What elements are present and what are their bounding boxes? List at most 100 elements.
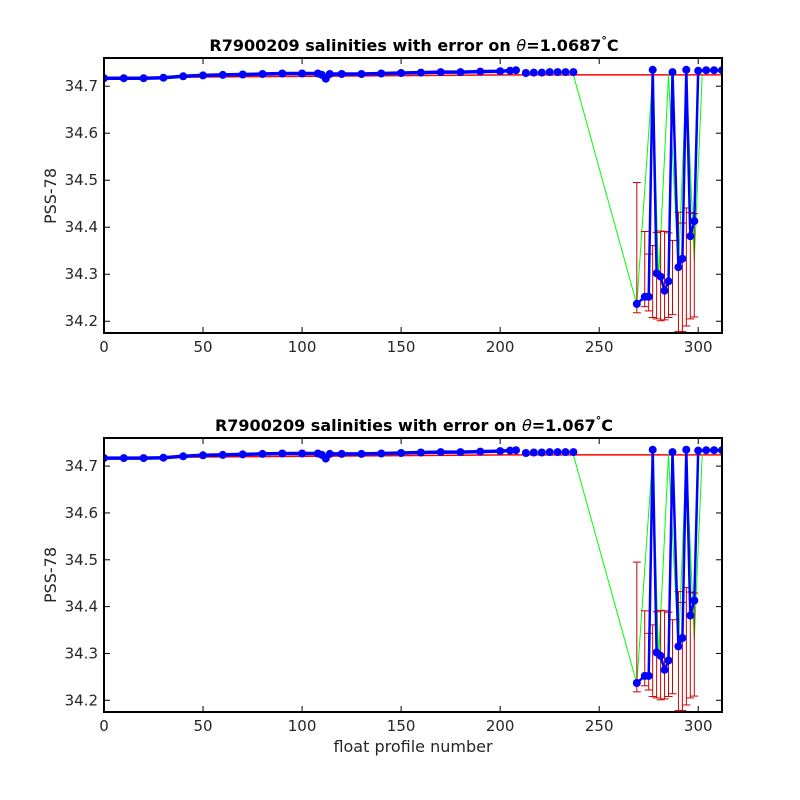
- data-point: [553, 68, 562, 77]
- data-point: [436, 448, 445, 457]
- data-point: [545, 448, 554, 457]
- data-point: [139, 454, 148, 463]
- data-point: [702, 66, 711, 75]
- data-point: [682, 445, 691, 454]
- x-tick-label: 200: [486, 717, 515, 735]
- axes-frame: [103, 57, 723, 334]
- data-point: [416, 448, 425, 457]
- data-point: [686, 611, 695, 620]
- y-tick-label: 34.2: [65, 691, 98, 709]
- reference-level-line: [104, 454, 722, 459]
- data-point: [682, 65, 691, 74]
- y-axis-label: PSS-78: [41, 168, 60, 224]
- x-tick-label: 300: [684, 338, 713, 356]
- data-point: [496, 447, 505, 456]
- data-point: [159, 453, 168, 462]
- data-point: [686, 232, 695, 241]
- y-tick-label: 34.3: [65, 265, 98, 283]
- x-tick-label: 50: [193, 338, 212, 356]
- y-tick-label: 34.2: [65, 312, 98, 330]
- data-point: [537, 68, 546, 77]
- data-point: [199, 451, 207, 460]
- data-point: [648, 65, 657, 74]
- data-point: [656, 651, 665, 660]
- data-point: [357, 70, 366, 78]
- data-point: [179, 452, 188, 461]
- data-point: [710, 66, 719, 75]
- data-point: [664, 277, 673, 286]
- data-point: [238, 70, 247, 79]
- plot-area: [104, 65, 722, 333]
- salinity-chart-top: R7900209 salinities with error on θ=1.06…: [41, 34, 723, 356]
- data-point: [702, 446, 711, 455]
- data-point: [139, 74, 148, 83]
- data-point: [648, 445, 657, 454]
- data-point: [690, 217, 699, 226]
- x-tick-label: 100: [288, 717, 317, 735]
- data-point: [218, 70, 227, 79]
- data-point: [506, 66, 515, 75]
- data-point: [678, 634, 687, 642]
- data-point: [690, 596, 699, 605]
- data-point: [569, 448, 578, 457]
- x-tick-label: 200: [486, 338, 515, 356]
- data-point: [644, 671, 653, 680]
- data-point: [512, 66, 520, 75]
- y-tick-label: 34.7: [65, 457, 98, 475]
- data-point: [238, 450, 247, 459]
- data-point: [569, 68, 578, 77]
- chart-title: R7900209 salinities with error on θ=1.06…: [215, 414, 613, 435]
- data-point: [644, 292, 653, 301]
- data-layer: [104, 65, 722, 333]
- data-point: [218, 450, 227, 459]
- data-point: [456, 448, 465, 457]
- tick-layer: 0 50 100 150 200 250 300 34.2 34.3 34.4 34.5 34.6 34…: [65, 438, 722, 735]
- data-point: [512, 446, 520, 455]
- x-tick-label: 250: [585, 717, 614, 735]
- data-point: [553, 448, 562, 457]
- data-point: [325, 449, 334, 458]
- data-point: [298, 69, 307, 78]
- data-point: [159, 73, 168, 82]
- tick-layer: 0 50 100 150 200 250 300 34.2 34.3 34.4 34.5 34.6 34…: [65, 58, 722, 356]
- data-point: [298, 449, 307, 458]
- reference-level-line: [104, 74, 722, 79]
- data-point: [710, 446, 719, 455]
- x-tick-label: 0: [99, 717, 109, 735]
- data-point: [660, 665, 669, 674]
- data-point: [199, 71, 207, 80]
- data-point: [521, 449, 530, 457]
- data-point: [397, 449, 406, 457]
- data-point: [278, 449, 287, 458]
- data-point: [694, 446, 703, 455]
- y-tick-label: 34.5: [65, 171, 98, 189]
- x-tick-label: 300: [684, 717, 713, 735]
- y-axis-label: PSS-78: [41, 547, 60, 603]
- x-tick-label: 150: [387, 717, 416, 735]
- data-point: [337, 449, 346, 458]
- data-point: [119, 454, 128, 463]
- data-point: [660, 286, 669, 295]
- x-tick-label: 150: [387, 338, 416, 356]
- data-point: [678, 254, 687, 263]
- data-point: [529, 448, 538, 457]
- data-point: [632, 299, 641, 308]
- data-point: [377, 69, 386, 78]
- data-point: [664, 656, 673, 665]
- data-point: [436, 68, 445, 77]
- data-point: [278, 69, 287, 78]
- data-point: [476, 447, 485, 456]
- y-tick-label: 34.4: [65, 598, 98, 616]
- data-point: [179, 72, 188, 81]
- data-point: [506, 446, 515, 455]
- data-point: [119, 74, 128, 83]
- data-point: [416, 68, 425, 77]
- x-tick-label: 50: [193, 717, 212, 735]
- data-point: [258, 70, 267, 78]
- data-point: [325, 70, 334, 78]
- y-tick-label: 34.4: [65, 218, 98, 236]
- y-tick-label: 34.7: [65, 77, 98, 95]
- y-tick-label: 34.3: [65, 644, 98, 662]
- data-point: [656, 272, 665, 281]
- data-point: [258, 449, 267, 458]
